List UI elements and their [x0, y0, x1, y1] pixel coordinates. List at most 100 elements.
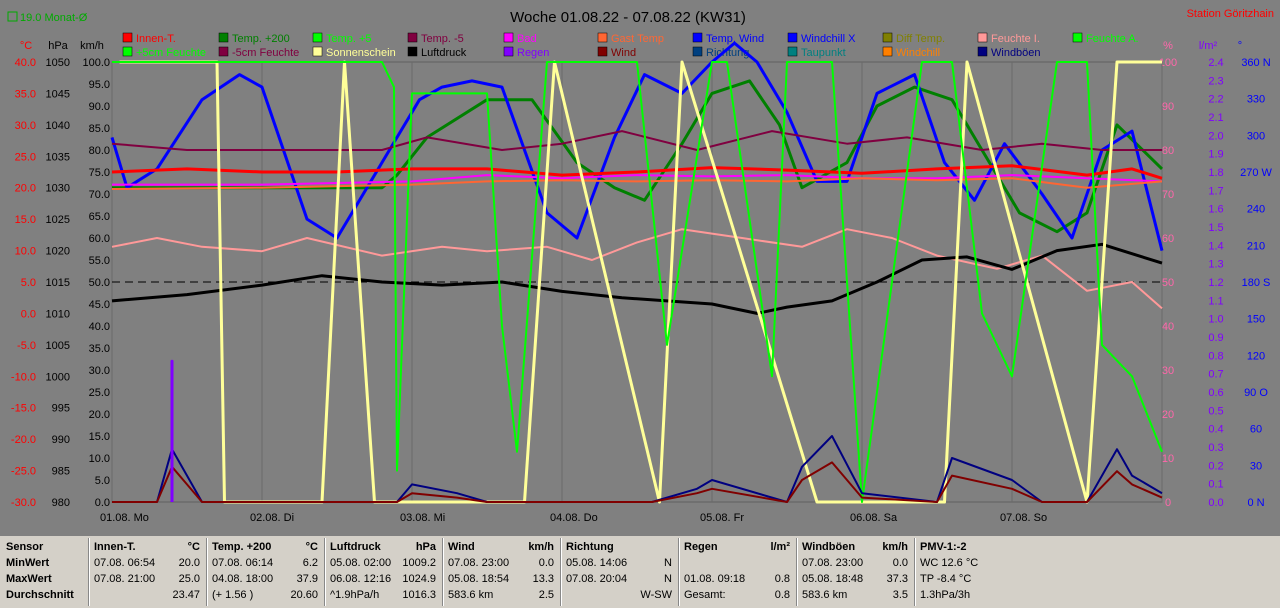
tick-rain: 2.3: [1208, 75, 1223, 87]
section-name: Richtung: [566, 541, 614, 553]
legend-swatch: [122, 32, 133, 43]
max-value: N: [664, 573, 672, 585]
tick-humidity: 90: [1162, 101, 1174, 113]
legend-item[interactable]: Temp. +5: [312, 32, 372, 45]
legend-item[interactable]: Regen: [503, 46, 549, 59]
station-name: Station Göritzhain: [1187, 8, 1274, 20]
month-avg-checkbox[interactable]: [7, 11, 18, 22]
legend-item[interactable]: Windchill X: [787, 32, 856, 45]
tick-pressure: 1050: [46, 57, 70, 69]
tick-wind: 35.0: [89, 343, 110, 355]
legend-item[interactable]: Sonnenschein: [312, 46, 396, 59]
tick-rain: 1.6: [1208, 204, 1223, 216]
unit-pct: %: [1163, 40, 1173, 52]
legend-item[interactable]: Temp. +200: [218, 32, 290, 45]
stats-divider: [796, 538, 798, 606]
tick-pressure: 1000: [46, 371, 70, 383]
weather-chart: 40.0 35.0 30.0 25.0 20.0 15.0 10.0 5.0 0.0 -5.0 -1…: [7, 8, 1274, 524]
tick-x: 04.08. Do: [550, 512, 598, 524]
stats-divider: [678, 538, 680, 606]
legend-label: Windchill: [896, 47, 940, 59]
stats-section: Temp. +200 °C 07.08. 06:14 6.2 04.08. 18:00 3…: [210, 539, 322, 605]
legend-item[interactable]: Gast Temp: [597, 32, 664, 45]
tick-wind: 75.0: [89, 167, 110, 179]
stats-divider: [442, 538, 444, 606]
tick-direction: 360 N: [1241, 57, 1270, 69]
min-value: 6.2: [302, 557, 318, 569]
stats-section: Luftdruck hPa 05.08. 02:00 1009.2 06.08. 12:…: [328, 539, 440, 605]
avg-value: W-SW: [640, 589, 672, 601]
legend-label: Taupunkt: [801, 47, 846, 59]
tick-temp: 20.0: [15, 183, 36, 195]
stats-divider: [88, 538, 90, 606]
legend-label: Feuchte A.: [1086, 33, 1139, 45]
tick-rain: 0.8: [1208, 350, 1223, 362]
section-name: Luftdruck: [330, 541, 381, 553]
legend-item[interactable]: Taupunkt: [787, 46, 846, 59]
tick-pressure: 1030: [46, 183, 70, 195]
legend-swatch: [882, 46, 893, 57]
stats-divider: [914, 538, 916, 606]
unit-hpa: hPa: [48, 40, 68, 52]
legend-item[interactable]: Wind: [597, 46, 636, 59]
tick-humidity: 0: [1165, 497, 1171, 509]
legend-item[interactable]: Temp. Wind: [692, 32, 764, 45]
max-time: 05.08. 18:54: [448, 573, 510, 585]
legend-swatch: [1072, 32, 1083, 43]
stats-divider: [560, 538, 562, 606]
tick-rain: 1.0: [1208, 314, 1223, 326]
max-value: 1024.9: [402, 573, 436, 585]
tick-pressure: 1015: [46, 277, 70, 289]
legend-swatch: [692, 32, 703, 43]
legend-label: Sonnenschein: [326, 47, 396, 59]
legend-item[interactable]: Windchill: [882, 46, 940, 59]
stats-divider: [206, 538, 208, 606]
unit-kmh: km/h: [80, 40, 104, 52]
tick-pressure: 1040: [46, 120, 70, 132]
legend-swatch: [407, 32, 418, 43]
legend-swatch: [787, 46, 798, 57]
tick-humidity: 100: [1159, 57, 1177, 69]
legend-label: Diff Temp.: [896, 33, 945, 45]
section-unit: °C: [187, 541, 200, 553]
tick-wind: 80.0: [89, 145, 110, 157]
legend-item[interactable]: Feuchte A.: [1072, 32, 1139, 45]
tick-temp: -30.0: [11, 497, 36, 509]
tick-temp: 35.0: [15, 88, 36, 100]
legend-label: Windchill X: [801, 33, 856, 45]
legend-item[interactable]: -5cm Feuchte: [218, 46, 299, 59]
tick-rain: 1.5: [1208, 222, 1223, 234]
tick-temp: -10.0: [11, 371, 36, 383]
legend-label: Gast Temp: [611, 33, 664, 45]
legend-item[interactable]: Feuchte I.: [977, 32, 1040, 45]
min-value: 0.0: [892, 557, 908, 569]
legend-label: Innen-T.: [136, 33, 176, 45]
legend-item[interactable]: Luftdruck: [407, 46, 467, 59]
legend-swatch: [882, 32, 893, 43]
tick-direction: 180 S: [1242, 277, 1271, 289]
tick-temp: -20.0: [11, 434, 36, 446]
min-time: WC 12.6 °C: [920, 557, 979, 569]
legend-item[interactable]: Innen-T.: [122, 32, 176, 45]
legend-label: Feuchte I.: [991, 33, 1040, 45]
tick-pressure: 995: [52, 403, 70, 415]
tick-rain: 0.7: [1208, 369, 1223, 381]
legend-item[interactable]: +5cm Feuchte: [122, 46, 206, 59]
min-value: 20.0: [178, 557, 200, 569]
stats-section: PMV-1:-2 WC 12.6 °C TP -8.4 °C 1.3hPa/3h: [918, 539, 1030, 605]
tick-wind: 85.0: [89, 123, 110, 135]
tick-x: 02.08. Di: [250, 512, 294, 524]
avg-value: 1016.3: [402, 589, 436, 601]
max-time: 04.08. 18:00: [212, 573, 274, 585]
legend-item[interactable]: Diff Temp.: [882, 32, 945, 45]
legend-swatch: [312, 32, 323, 43]
tick-humidity: 10: [1162, 453, 1174, 465]
tick-pressure: 1025: [46, 214, 70, 226]
tick-wind: 0.0: [95, 497, 110, 509]
tick-direction: 150: [1247, 314, 1265, 326]
legend-label: Temp. Wind: [706, 33, 764, 45]
legend-item[interactable]: Windböen: [977, 46, 1041, 59]
legend-item[interactable]: Temp. -5: [407, 32, 464, 45]
legend-item[interactable]: Bad: [503, 32, 537, 45]
tick-temp: 10.0: [15, 246, 36, 258]
